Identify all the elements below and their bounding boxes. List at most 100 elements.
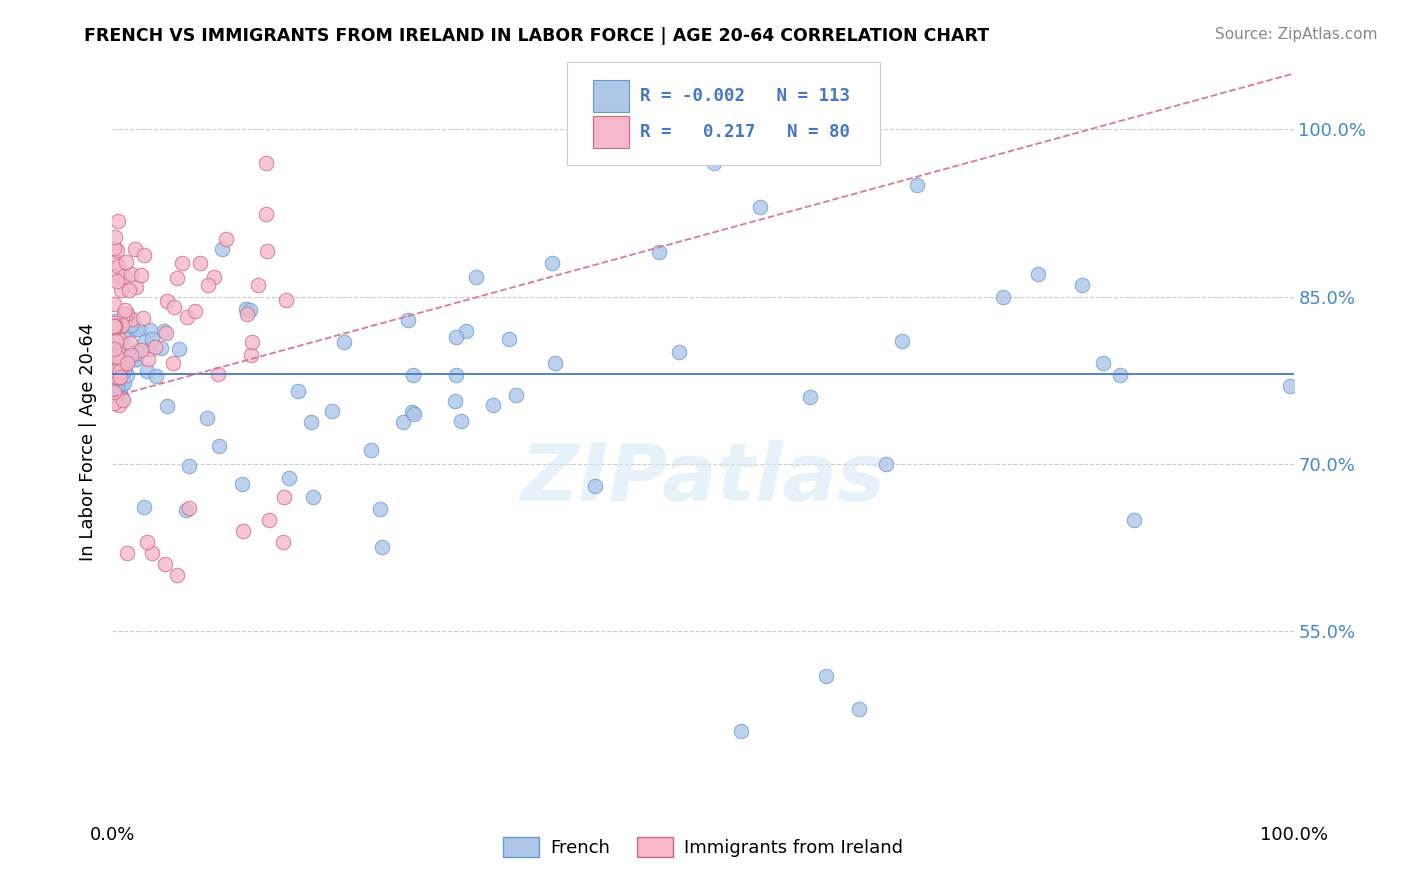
Point	[110, 364, 132, 378]
Text: R =   0.217   N = 80: R = 0.217 N = 80	[640, 123, 851, 141]
Point	[332, 334, 354, 349]
Point	[136, 535, 159, 549]
Point	[150, 341, 173, 355]
Point	[239, 303, 262, 318]
Point	[115, 354, 138, 368]
Point	[141, 332, 163, 346]
Text: ZIPatlas: ZIPatlas	[520, 441, 886, 518]
Point	[103, 241, 125, 255]
Point	[103, 343, 125, 357]
Point	[120, 336, 142, 351]
Point	[125, 348, 148, 362]
Point	[112, 307, 135, 321]
Point	[360, 442, 382, 457]
Point	[107, 371, 129, 385]
Point	[176, 310, 198, 325]
Point	[108, 364, 131, 378]
Point	[136, 351, 159, 366]
Point	[591, 122, 613, 136]
Point	[197, 277, 219, 292]
Point	[110, 319, 132, 334]
Text: R = -0.002   N = 113: R = -0.002 N = 113	[640, 87, 851, 104]
Point	[104, 334, 127, 349]
Point	[112, 364, 135, 378]
Point	[104, 365, 127, 379]
Point	[368, 502, 391, 516]
Point	[177, 501, 200, 516]
Point	[167, 342, 190, 356]
Point	[1122, 513, 1144, 527]
Point	[240, 348, 263, 362]
Point	[402, 368, 425, 383]
Point	[103, 255, 125, 269]
Point	[444, 368, 467, 383]
Point	[274, 293, 297, 307]
Point	[231, 476, 253, 491]
Point	[166, 568, 188, 582]
Point	[104, 388, 127, 402]
Point	[111, 318, 134, 332]
Point	[1278, 378, 1301, 392]
Point	[104, 319, 127, 334]
Point	[256, 244, 278, 259]
Point	[235, 307, 257, 321]
Point	[749, 145, 772, 159]
Point	[111, 391, 134, 405]
Point	[211, 242, 233, 256]
Point	[104, 370, 127, 384]
Point	[190, 256, 212, 270]
Y-axis label: In Labor Force | Age 20-64: In Labor Force | Age 20-64	[79, 322, 97, 561]
Point	[105, 364, 128, 378]
Point	[1026, 268, 1049, 282]
Point	[156, 400, 179, 414]
Point	[396, 312, 419, 326]
Point	[120, 348, 142, 362]
Point	[875, 457, 897, 471]
Point	[166, 271, 188, 285]
Point	[112, 364, 135, 378]
Point	[107, 214, 129, 228]
Point	[139, 323, 162, 337]
Point	[127, 346, 149, 360]
Point	[240, 335, 263, 350]
Point	[103, 316, 125, 330]
Point	[668, 345, 690, 359]
Point	[162, 356, 184, 370]
Point	[450, 413, 472, 427]
Point	[287, 384, 309, 399]
Point	[103, 366, 125, 380]
Point	[235, 301, 257, 316]
Point	[121, 311, 143, 326]
Point	[112, 336, 135, 351]
Point	[107, 273, 129, 287]
Point	[1109, 368, 1132, 382]
Point	[124, 242, 146, 256]
Point	[104, 319, 127, 334]
Point	[108, 340, 131, 354]
Point	[132, 311, 155, 326]
Point	[583, 479, 606, 493]
Point	[814, 669, 837, 683]
Point	[103, 296, 125, 310]
Point	[111, 359, 134, 373]
Point	[103, 396, 125, 410]
Point	[749, 201, 772, 215]
Point	[111, 377, 134, 392]
Point	[204, 269, 226, 284]
Point	[115, 307, 138, 321]
Point	[115, 356, 138, 370]
Point	[498, 332, 520, 346]
Point	[134, 247, 156, 261]
Point	[402, 407, 425, 421]
Point	[129, 343, 152, 358]
Point	[208, 439, 231, 453]
Point	[108, 332, 131, 346]
Point	[107, 259, 129, 273]
Point	[105, 355, 128, 369]
Point	[104, 364, 127, 378]
Point	[153, 557, 176, 572]
Point	[111, 364, 134, 378]
Point	[443, 394, 465, 409]
Point	[153, 324, 176, 338]
Point	[139, 342, 162, 356]
